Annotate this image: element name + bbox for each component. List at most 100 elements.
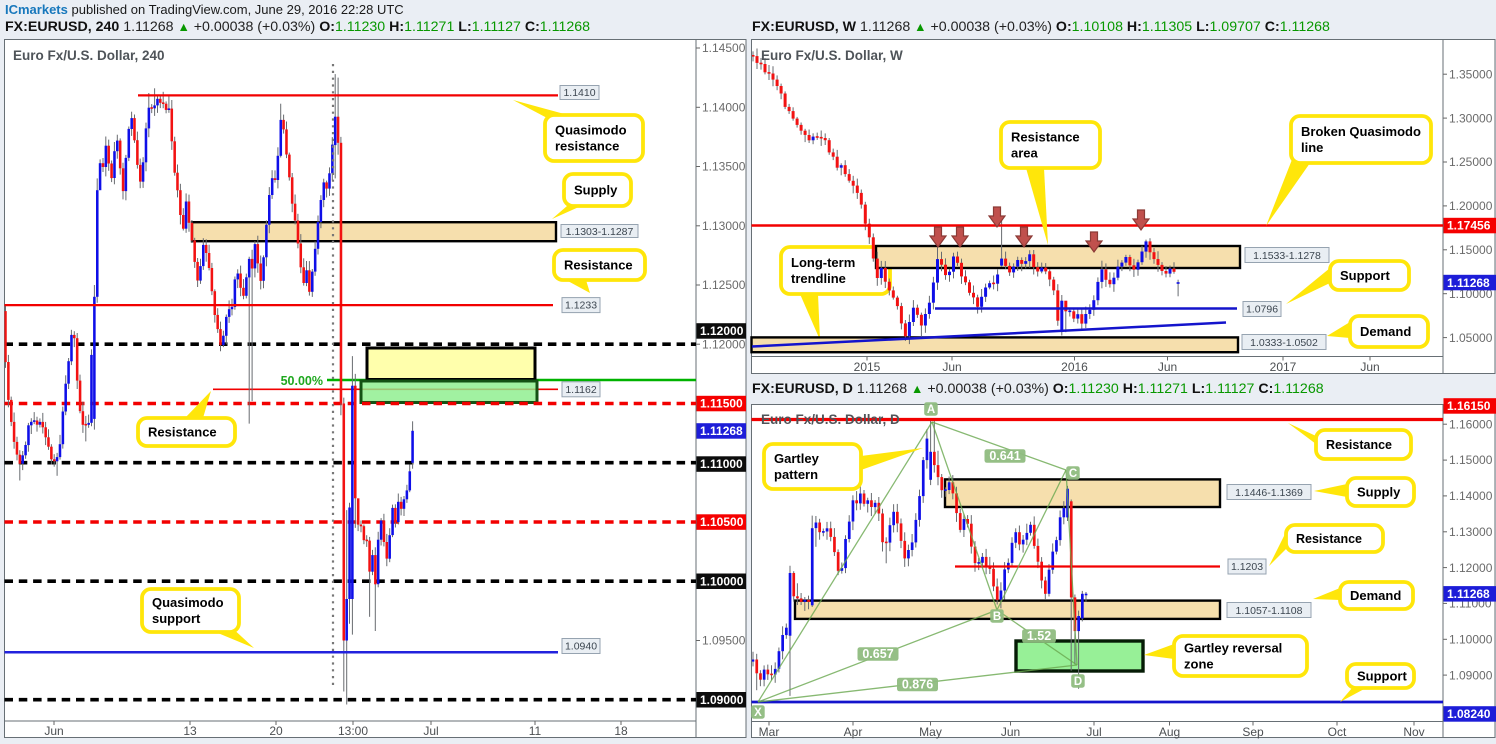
svg-text:2017: 2017	[1270, 360, 1297, 374]
svg-text:1.11268: 1.11268	[1447, 587, 1490, 601]
svg-text:1.1410: 1.1410	[563, 87, 595, 99]
svg-text:1.0333-1.0502: 1.0333-1.0502	[1250, 337, 1318, 349]
svg-text:0.876: 0.876	[902, 678, 933, 692]
svg-text:Jun: Jun	[44, 724, 63, 738]
svg-text:Gartley reversal: Gartley reversal	[1184, 641, 1282, 656]
svg-text:Support: Support	[1357, 669, 1407, 684]
svg-text:1.1533-1.1278: 1.1533-1.1278	[1253, 250, 1321, 262]
svg-text:Euro Fx/U.S. Dollar, W: Euro Fx/U.S. Dollar, W	[761, 48, 903, 63]
svg-text:1.14000: 1.14000	[1449, 489, 1493, 503]
svg-text:Jun: Jun	[1158, 360, 1177, 374]
svg-text:Mar: Mar	[759, 725, 780, 739]
svg-text:0.641: 0.641	[989, 449, 1020, 463]
svg-text:1.10500: 1.10500	[700, 515, 744, 529]
svg-text:Sep: Sep	[1242, 725, 1264, 739]
svg-text:Jul: Jul	[423, 724, 438, 738]
svg-text:Long-term: Long-term	[791, 255, 855, 270]
svg-text:Support: Support	[1340, 268, 1390, 283]
svg-text:1.16150: 1.16150	[1447, 399, 1491, 413]
svg-text:D: D	[1074, 676, 1082, 688]
svg-text:line: line	[1301, 140, 1323, 155]
svg-text:Oct: Oct	[1328, 725, 1347, 739]
svg-text:1.05000: 1.05000	[1449, 331, 1493, 345]
svg-text:Resistance: Resistance	[148, 425, 217, 440]
svg-text:1.0796: 1.0796	[1246, 304, 1278, 316]
svg-text:1.10000: 1.10000	[1449, 287, 1493, 301]
svg-text:1.35000: 1.35000	[1449, 67, 1493, 81]
svg-text:1.13500: 1.13500	[702, 160, 746, 174]
svg-text:1.11268: 1.11268	[700, 424, 743, 438]
svg-text:1.1057-1.1108: 1.1057-1.1108	[1236, 605, 1303, 617]
svg-text:1.20000: 1.20000	[1449, 199, 1493, 213]
svg-text:Resistance: Resistance	[564, 258, 633, 273]
svg-text:20: 20	[269, 724, 283, 738]
svg-text:13: 13	[183, 724, 197, 738]
svg-text:pattern: pattern	[774, 467, 818, 482]
svg-text:zone: zone	[1184, 657, 1214, 672]
svg-text:Apr: Apr	[844, 725, 863, 739]
svg-text:1.10000: 1.10000	[1449, 633, 1493, 647]
svg-text:1.09500: 1.09500	[702, 634, 746, 648]
svg-text:1.52: 1.52	[1027, 629, 1051, 643]
svg-text:area: area	[1011, 146, 1039, 161]
svg-text:Quasimodo: Quasimodo	[555, 123, 627, 138]
svg-text:1.1446-1.1369: 1.1446-1.1369	[1235, 487, 1303, 499]
svg-text:13:00: 13:00	[338, 724, 368, 738]
svg-text:1.09000: 1.09000	[1449, 668, 1493, 682]
svg-text:1.12500: 1.12500	[702, 278, 746, 292]
svg-text:1.09000: 1.09000	[700, 693, 744, 707]
svg-text:1.1233: 1.1233	[565, 300, 597, 312]
svg-text:1.15000: 1.15000	[1449, 243, 1493, 257]
svg-text:FX:EURUSD, D 1.11268 ▲ +0.0003: FX:EURUSD, D 1.11268 ▲ +0.00038 (+0.03%)…	[752, 381, 1324, 397]
svg-text:1.1203: 1.1203	[1231, 561, 1263, 573]
svg-text:Supply: Supply	[1357, 485, 1401, 500]
svg-text:Quasimodo: Quasimodo	[152, 595, 224, 610]
svg-text:1.12000: 1.12000	[700, 324, 744, 338]
svg-text:X: X	[754, 707, 762, 719]
svg-text:Jun: Jun	[1360, 360, 1379, 374]
svg-text:Jun: Jun	[942, 360, 961, 374]
svg-text:1.1303-1.1287: 1.1303-1.1287	[566, 226, 634, 238]
svg-text:1.25000: 1.25000	[1449, 155, 1493, 169]
svg-text:trendline: trendline	[791, 271, 846, 286]
svg-text:1.13000: 1.13000	[702, 219, 746, 233]
svg-text:1.13000: 1.13000	[1449, 525, 1493, 539]
svg-text:Jun: Jun	[1001, 725, 1020, 739]
svg-text:2016: 2016	[1061, 360, 1088, 374]
svg-text:1.1162: 1.1162	[565, 384, 596, 396]
svg-text:1.17456: 1.17456	[1447, 219, 1491, 233]
svg-text:C: C	[1069, 468, 1077, 480]
svg-text:Supply: Supply	[574, 183, 618, 198]
svg-text:1.14000: 1.14000	[702, 101, 746, 115]
svg-text:FX:EURUSD, 240 1.11268 ▲ +0.00: FX:EURUSD, 240 1.11268 ▲ +0.00038 (+0.03…	[5, 19, 590, 35]
svg-text:resistance: resistance	[555, 139, 619, 154]
svg-text:Broken Quasimodo: Broken Quasimodo	[1301, 124, 1421, 139]
svg-text:May: May	[919, 725, 942, 739]
svg-text:1.12000: 1.12000	[1449, 561, 1493, 575]
svg-text:Gartley: Gartley	[774, 451, 820, 466]
svg-text:A: A	[927, 404, 935, 416]
svg-text:1.16000: 1.16000	[1449, 417, 1493, 431]
svg-text:Jul: Jul	[1086, 725, 1101, 739]
svg-text:Resistance: Resistance	[1011, 130, 1080, 145]
svg-text:1.11268: 1.11268	[1447, 276, 1490, 290]
svg-text:Demand: Demand	[1350, 588, 1401, 603]
svg-text:Euro Fx/U.S. Dollar, D: Euro Fx/U.S. Dollar, D	[761, 412, 900, 427]
svg-text:1.11000: 1.11000	[700, 457, 743, 471]
svg-text:1.12000: 1.12000	[702, 337, 746, 351]
svg-text:1.14500: 1.14500	[702, 41, 746, 55]
svg-text:1.30000: 1.30000	[1449, 111, 1493, 125]
svg-text:Nov: Nov	[1403, 725, 1424, 739]
svg-text:Resistance: Resistance	[1296, 532, 1362, 546]
svg-text:18: 18	[614, 724, 628, 738]
svg-text:FX:EURUSD, W 1.11268 ▲ +0.0003: FX:EURUSD, W 1.11268 ▲ +0.00038 (+0.03%)…	[752, 19, 1330, 35]
svg-text:Euro Fx/U.S. Dollar, 240: Euro Fx/U.S. Dollar, 240	[13, 48, 165, 63]
svg-text:1.08240: 1.08240	[1447, 707, 1491, 721]
svg-text:1.10000: 1.10000	[700, 574, 744, 588]
svg-text:B: B	[993, 611, 1001, 623]
svg-text:1.15000: 1.15000	[1449, 453, 1493, 467]
svg-text:ICmarkets published on Trading: ICmarkets published on TradingView.com, …	[5, 2, 404, 17]
svg-text:50.00%: 50.00%	[281, 374, 323, 388]
svg-text:support: support	[152, 611, 201, 626]
svg-text:Aug: Aug	[1159, 725, 1180, 739]
